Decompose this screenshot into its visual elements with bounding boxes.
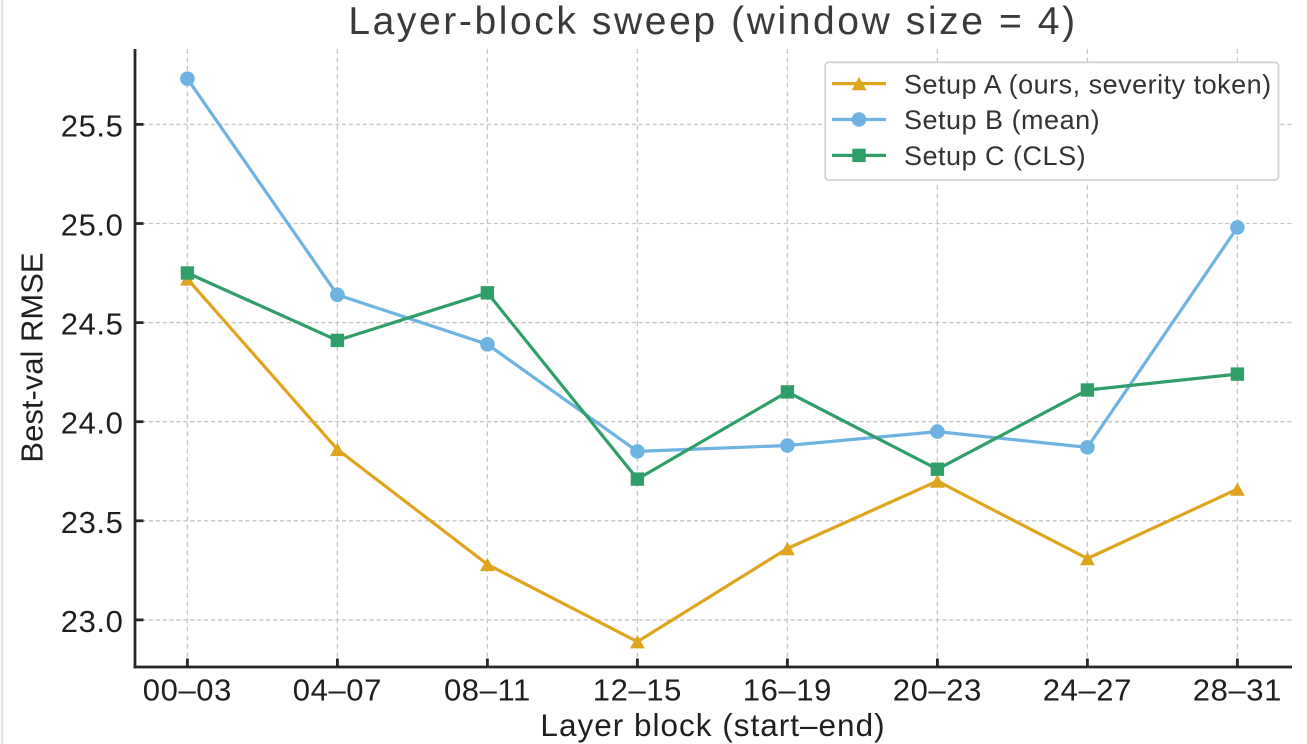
svg-text:12–15: 12–15 [593, 673, 682, 708]
svg-text:25.5: 25.5 [61, 108, 124, 143]
svg-text:04–07: 04–07 [293, 673, 382, 708]
svg-text:24.0: 24.0 [61, 406, 124, 441]
svg-text:23.5: 23.5 [61, 505, 124, 540]
svg-text:24.5: 24.5 [61, 307, 124, 342]
svg-text:08–11: 08–11 [444, 673, 531, 708]
svg-text:25.0: 25.0 [61, 208, 124, 243]
svg-text:Best-val RMSE: Best-val RMSE [15, 252, 50, 462]
svg-text:Setup C (CLS): Setup C (CLS) [904, 141, 1086, 171]
svg-text:Layer block (start–end): Layer block (start–end) [540, 707, 885, 743]
svg-text:Layer-block sweep (window size: Layer-block sweep (window size = 4) [348, 0, 1077, 43]
svg-text:23.0: 23.0 [61, 604, 124, 639]
svg-text:Setup A (ours, severity token): Setup A (ours, severity token) [904, 69, 1272, 99]
svg-text:16–19: 16–19 [743, 673, 832, 708]
svg-text:Setup B (mean): Setup B (mean) [904, 105, 1100, 135]
svg-text:00–03: 00–03 [143, 673, 232, 708]
svg-text:24–27: 24–27 [1043, 673, 1132, 708]
svg-text:28–31: 28–31 [1193, 673, 1282, 708]
svg-text:20–23: 20–23 [893, 673, 982, 708]
